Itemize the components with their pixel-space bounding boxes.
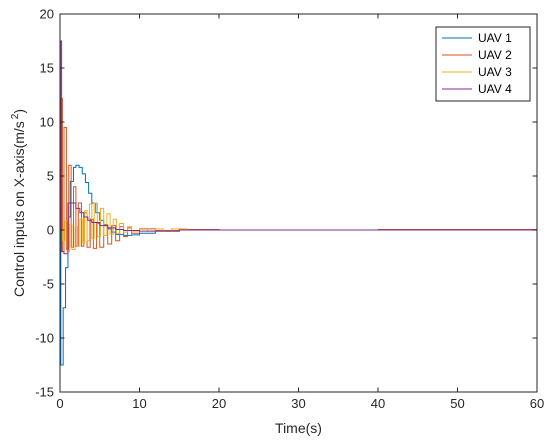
x-tick-label: 40 [371,396,385,411]
y-tick-label: 10 [40,115,54,130]
legend-label-uav-3: UAV 3 [478,65,512,79]
x-tick-label: 30 [291,396,305,411]
y-tick-label: 5 [47,169,54,184]
y-tick-label: 0 [47,223,54,238]
legend: UAV 1 UAV 2 UAV 3 UAV 4 [435,26,531,102]
legend-label-uav-2: UAV 2 [478,48,512,62]
series-layer [59,40,538,366]
x-tick-label: 0 [56,396,63,411]
ticks-layer: 0 10 20 30 40 50 60 -15 -10 -5 0 5 10 15 20 [35,7,544,412]
y-tick-label: 20 [40,7,54,22]
series-line-uav-3 [60,202,537,253]
y-axis-label: Control inputs on X-axis(m/s 2) [10,109,27,297]
y-tick-label: -5 [42,277,54,292]
series-line-uav-4 [59,40,537,255]
x-tick-label: 50 [450,396,464,411]
y-tick-label: 15 [40,61,54,76]
y-tick-label: -10 [35,331,54,346]
x-tick-label: 20 [212,396,226,411]
x-tick-label: 10 [132,396,146,411]
legend-label-uav-4: UAV 4 [478,82,512,96]
y-tick-label: -15 [35,385,54,400]
y-axis-label-main: Control inputs on X-axis(m/s [11,121,27,297]
y-axis-label-close: ) [11,109,27,114]
x-axis-label: Time(s) [275,420,322,436]
y-axis-label-sup: 2 [10,113,21,119]
x-tick-label: 60 [530,396,544,411]
legend-label-uav-1: UAV 1 [478,31,512,45]
